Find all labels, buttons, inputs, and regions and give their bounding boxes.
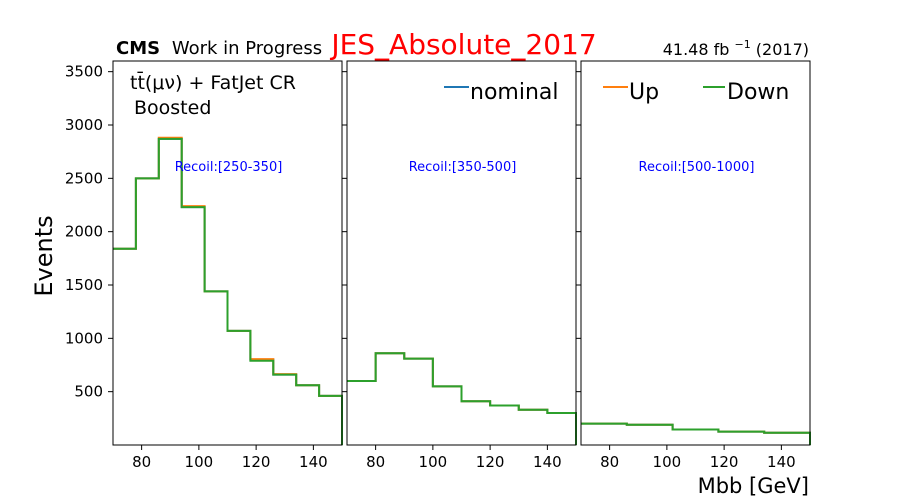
panel-1: 80 100 120 140 500 1000 1500 2000 2500 3000 3500 Re… bbox=[65, 60, 343, 471]
y-axis-title: Events bbox=[30, 215, 58, 296]
x-tick-label-80-panel-2: 80 bbox=[366, 453, 385, 471]
panel-frame-1 bbox=[112, 60, 343, 446]
region-process-label: tt̄(μν) + FatJet CR bbox=[130, 70, 296, 94]
y-tick-label-500: 500 bbox=[74, 383, 103, 401]
legend-nominal-label: nominal bbox=[470, 80, 558, 105]
y-tick-label-3500: 3500 bbox=[65, 63, 103, 81]
panels-group: 80 100 120 140 500 1000 1500 2000 2500 3000 3500 Re… bbox=[65, 60, 811, 471]
x-tick-label-140-panel-2: 140 bbox=[533, 453, 562, 471]
x-tick-label-80-panel-1: 80 bbox=[132, 453, 151, 471]
work-in-progress-label: Work in Progress bbox=[172, 38, 322, 59]
chart-title: JES_Absolute_2017 bbox=[329, 28, 596, 61]
x-tick-label-140-panel-3: 140 bbox=[767, 453, 796, 471]
y-tick-label-3000: 3000 bbox=[65, 116, 103, 134]
panel-3: 80 100 120 140 Recoil:[500-1000] bbox=[576, 60, 811, 471]
histogram-down-panel-3 bbox=[581, 422, 811, 445]
x-axis-title: Mbb [GeV] bbox=[698, 474, 809, 498]
lumi-value: 41.48 fb bbox=[663, 40, 730, 59]
x-tick-label-100-panel-2: 100 bbox=[419, 453, 448, 471]
recoil-label-panel-1: Recoil:[250-350] bbox=[175, 160, 283, 175]
lumi-exponent: −1 bbox=[734, 38, 750, 51]
panel-frame-2 bbox=[346, 60, 577, 446]
x-tick-label-100-panel-3: 100 bbox=[653, 453, 682, 471]
y-tick-label-2500: 2500 bbox=[65, 169, 103, 187]
recoil-label-panel-3: Recoil:[500-1000] bbox=[639, 160, 755, 175]
legend: nominal Up Down bbox=[444, 80, 789, 105]
recoil-label-panel-2: Recoil:[350-500] bbox=[409, 160, 517, 175]
histogram-nominal-panel-3 bbox=[581, 422, 811, 445]
histogram-down-panel-1 bbox=[113, 137, 343, 445]
x-tick-label-120-panel-3: 120 bbox=[710, 453, 739, 471]
x-tick-label-120-panel-2: 120 bbox=[476, 453, 505, 471]
lumi-label: 41.48 fb −1 (2017) bbox=[663, 33, 809, 59]
histogram-up-panel-3 bbox=[581, 422, 811, 445]
cms-label: CMS bbox=[116, 38, 160, 59]
panel-2: 80 100 120 140 Recoil:[350-500] bbox=[342, 60, 577, 471]
lumi-year: (2017) bbox=[756, 40, 809, 59]
y-tick-label-1000: 1000 bbox=[65, 329, 103, 347]
histogram-down-panel-2 bbox=[347, 352, 577, 445]
legend-up-label: Up bbox=[629, 80, 659, 105]
y-tick-label-2000: 2000 bbox=[65, 223, 103, 241]
panel-frame-3 bbox=[580, 60, 811, 446]
x-tick-label-140-panel-1: 140 bbox=[299, 453, 328, 471]
y-tick-label-1500: 1500 bbox=[65, 276, 103, 294]
x-tick-label-100-panel-1: 100 bbox=[185, 453, 214, 471]
legend-down-label: Down bbox=[727, 80, 789, 105]
region-boost-label: Boosted bbox=[134, 97, 211, 119]
x-tick-label-120-panel-1: 120 bbox=[242, 453, 271, 471]
x-tick-label-80-panel-3: 80 bbox=[600, 453, 619, 471]
cms-header: CMS Work in Progress bbox=[116, 38, 322, 59]
